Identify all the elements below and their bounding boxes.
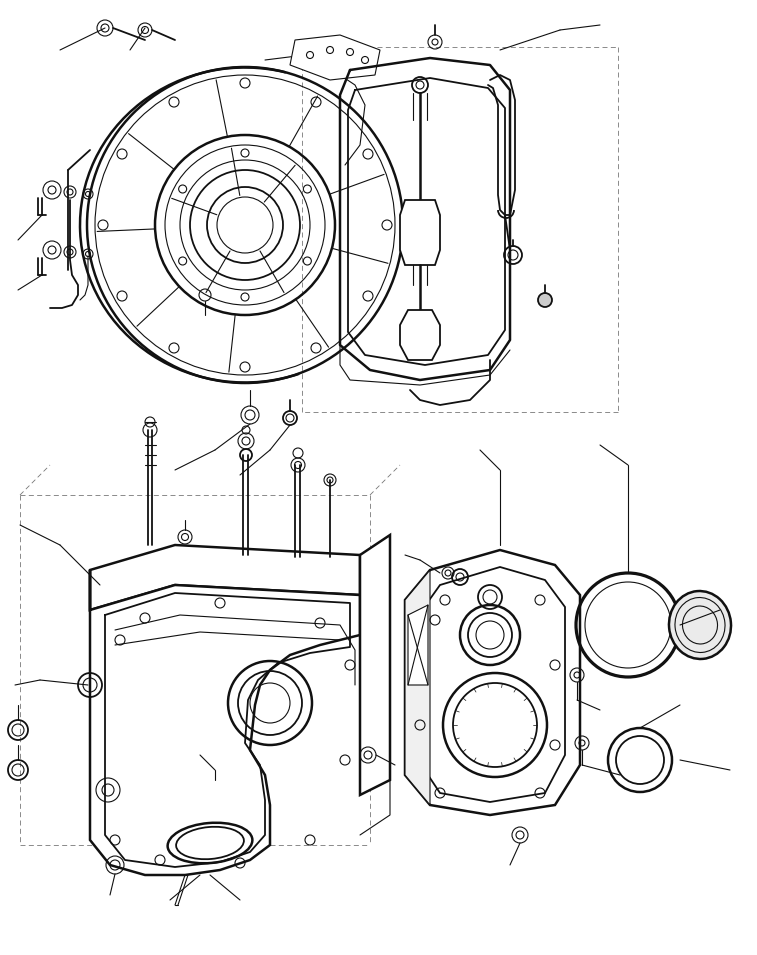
Polygon shape xyxy=(408,605,428,685)
Polygon shape xyxy=(90,545,360,610)
Circle shape xyxy=(538,293,552,307)
Polygon shape xyxy=(90,570,360,875)
Polygon shape xyxy=(360,535,390,795)
Polygon shape xyxy=(405,570,430,805)
Polygon shape xyxy=(400,200,440,265)
Ellipse shape xyxy=(669,591,731,659)
Polygon shape xyxy=(400,310,440,360)
Polygon shape xyxy=(405,550,580,815)
Polygon shape xyxy=(290,35,380,80)
Polygon shape xyxy=(420,567,565,802)
